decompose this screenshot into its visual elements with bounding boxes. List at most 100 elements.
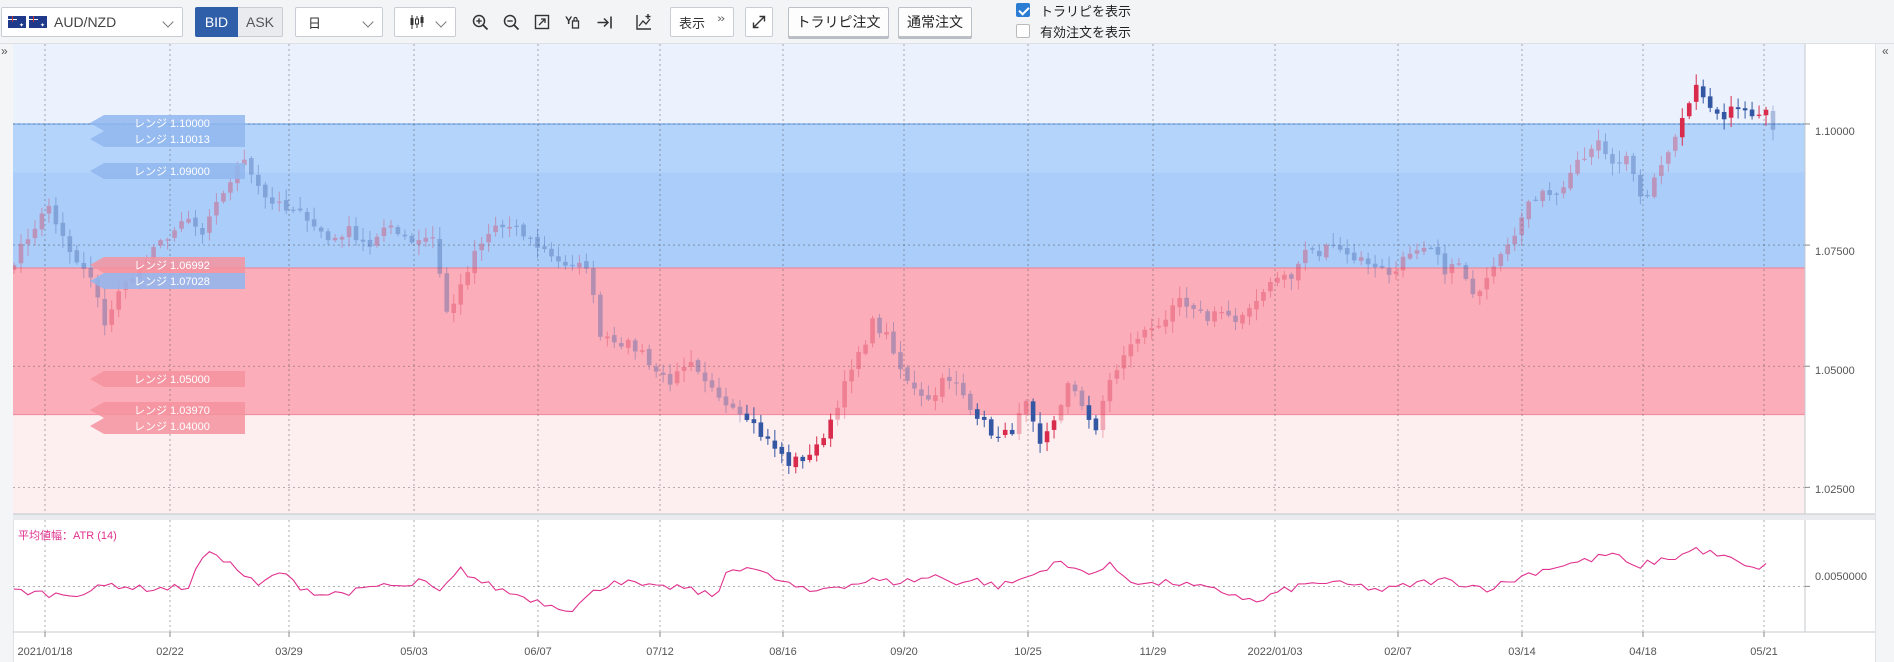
atr-line (13, 546, 1767, 613)
collapse-left-icon[interactable]: » (1, 44, 8, 58)
candle-body (1672, 136, 1678, 151)
candle (974, 403, 980, 426)
candle-body (577, 262, 582, 268)
ask-button[interactable]: ASK (238, 7, 283, 37)
candle-body (102, 298, 108, 326)
candle-body (458, 284, 464, 305)
candle (507, 216, 512, 238)
candle-body (1742, 108, 1748, 111)
candle (779, 442, 785, 464)
chart-type-select[interactable] (394, 7, 456, 37)
symbol-select[interactable]: AUD/NZD (1, 7, 183, 37)
range-label-tag (90, 402, 245, 418)
candle (940, 373, 945, 403)
candle (1149, 318, 1155, 340)
candle-body (1058, 405, 1064, 421)
candle-body (228, 182, 233, 193)
candle-body (835, 407, 840, 420)
candle-body (1009, 429, 1015, 435)
candle (1456, 257, 1462, 267)
candle (60, 212, 66, 248)
candle (53, 197, 59, 234)
show-active-orders-checkbox[interactable] (1016, 24, 1030, 38)
collapse-right-icon[interactable]: « (1882, 44, 1889, 58)
jump-to-latest-button[interactable] (590, 7, 618, 37)
display-menu[interactable]: 表示 » (670, 7, 734, 37)
candle (416, 229, 422, 256)
fit-screen-button[interactable] (528, 7, 556, 37)
timeframe-select[interactable]: 日 (295, 7, 383, 37)
candle-body (249, 158, 254, 175)
candle (1310, 246, 1315, 254)
candle (1505, 237, 1511, 262)
candle-body (1303, 249, 1308, 264)
candle-body (1575, 159, 1580, 174)
candle-body (1400, 256, 1406, 271)
candle-body (611, 335, 617, 343)
candle-body (1624, 155, 1629, 165)
crosshair-button[interactable]: Y (559, 7, 587, 37)
candle (1463, 262, 1469, 281)
candle-body (1156, 325, 1162, 328)
range-label-tag (90, 273, 245, 289)
fit-screen-icon (534, 14, 550, 30)
jump-to-latest-icon (597, 16, 612, 28)
candle-body (1470, 278, 1476, 295)
candle-body (702, 372, 708, 382)
candle (1051, 415, 1057, 439)
candle-body (709, 380, 715, 388)
add-indicator-button[interactable] (630, 7, 658, 37)
candle-body (1330, 244, 1336, 246)
trarepi-order-button[interactable]: トラリピ注文 (788, 7, 889, 37)
candle-body (528, 237, 533, 239)
candle (486, 223, 491, 252)
candle (1163, 310, 1169, 335)
candle (1679, 108, 1685, 146)
candle-body (605, 336, 610, 339)
candle-body (186, 218, 191, 223)
candle-body (493, 225, 498, 233)
candle-body (1582, 158, 1587, 160)
candle-body (898, 352, 903, 370)
y-tick-label: 1.07500 (1815, 246, 1855, 258)
candle-body (290, 209, 296, 211)
candle (660, 364, 666, 383)
candle (1665, 150, 1671, 172)
candle (1596, 129, 1601, 159)
bid-button[interactable]: BID (195, 7, 238, 37)
candle-body (974, 409, 980, 419)
candle-body (1547, 190, 1552, 195)
candle (1645, 189, 1650, 199)
candle-body (395, 227, 401, 235)
candle (32, 220, 38, 246)
candle (360, 227, 366, 252)
normal-order-button[interactable]: 通常注文 (898, 7, 972, 37)
candle (297, 196, 303, 213)
candle-body (1282, 274, 1287, 280)
candle-body (1100, 400, 1106, 431)
candle-body (1428, 247, 1434, 250)
candle-body (821, 438, 826, 446)
candle (283, 189, 289, 215)
candle (905, 365, 910, 385)
candle (269, 187, 275, 210)
zoom-in-button[interactable] (466, 7, 494, 37)
zoom-out-button[interactable] (497, 7, 525, 37)
candle-body (912, 382, 917, 389)
candle (1624, 151, 1629, 172)
candle-body (1735, 107, 1741, 110)
candle-body (1631, 155, 1636, 174)
fullscreen-button[interactable] (745, 7, 773, 37)
candle-body (1337, 245, 1343, 250)
candle (388, 219, 394, 235)
candle (1030, 398, 1036, 432)
candle-body (1679, 118, 1685, 138)
candle-body (1707, 96, 1713, 108)
candle (1672, 133, 1678, 158)
show-trarepi-checkbox[interactable] (1016, 3, 1030, 17)
candle (821, 433, 826, 448)
candle (1219, 306, 1224, 320)
candle (528, 235, 533, 246)
candle-body (1519, 217, 1525, 235)
